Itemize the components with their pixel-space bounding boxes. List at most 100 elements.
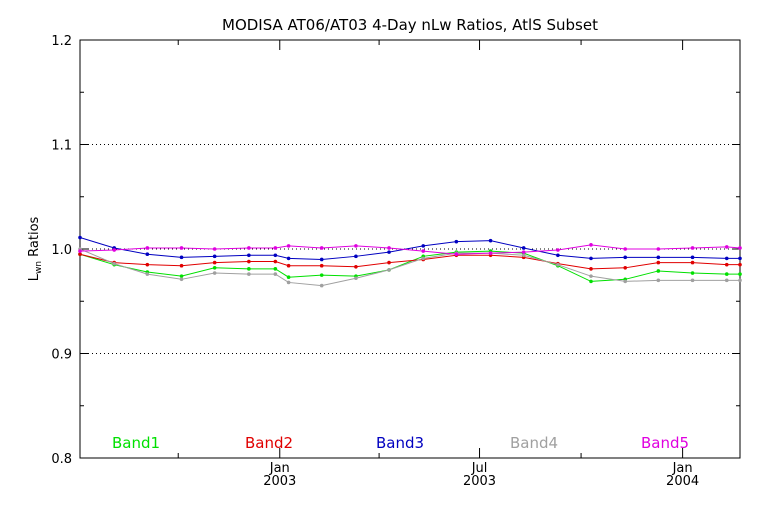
data-point-band1 (738, 272, 742, 276)
data-point-band4 (247, 272, 251, 276)
data-point-band3 (724, 256, 729, 261)
data-point-band3 (454, 239, 459, 244)
data-point-band5 (179, 246, 184, 250)
x-tick-label-month: Jan (269, 461, 290, 476)
data-point-band5 (738, 246, 742, 250)
y-tick-label: 0.9 (51, 348, 72, 363)
data-point-band5 (78, 249, 82, 253)
data-point-band3 (421, 244, 426, 248)
data-point-band5 (488, 251, 493, 255)
data-point-band3 (690, 255, 695, 260)
data-point-band3 (623, 255, 628, 260)
data-point-band1 (319, 273, 324, 277)
data-point-band4 (112, 261, 117, 266)
series-group (78, 235, 742, 288)
data-point-band1 (179, 274, 184, 278)
data-point-band4 (724, 278, 729, 283)
data-point-band5 (690, 246, 695, 250)
data-point-band4 (690, 278, 695, 283)
data-point-band4 (273, 272, 278, 276)
y-tick-label: 1.1 (51, 139, 72, 154)
y-axis-label-subscript: wn (34, 261, 44, 274)
data-point-band2 (724, 262, 729, 267)
data-point-band5 (724, 245, 729, 249)
data-point-band3 (286, 256, 291, 261)
x-tick-label-year: 2004 (666, 474, 699, 489)
data-point-band2 (623, 266, 628, 270)
data-point-band1 (273, 267, 278, 271)
data-point-band4 (319, 283, 324, 288)
data-point-band4 (738, 278, 742, 283)
data-point-band2 (78, 252, 82, 257)
data-point-band5 (387, 246, 391, 250)
data-point-band4 (387, 268, 391, 272)
data-point-band3 (319, 257, 324, 262)
y-axis-label-rest: Ratios (27, 216, 42, 261)
chart-title: MODISA AT06/AT03 4-Day nLw Ratios, AtlS … (222, 16, 598, 34)
data-point-band1 (247, 267, 251, 271)
legend-entry-band4: Band4 (510, 434, 558, 452)
series-line-band3 (79, 237, 740, 260)
data-point-band5 (656, 247, 661, 251)
x-tick-label-year: 2003 (263, 474, 296, 489)
data-point-band5 (319, 246, 324, 250)
legend: Band1 Band2 Band3 Band4 Band5 (112, 434, 689, 452)
legend-entry-band3: Band3 (376, 434, 424, 452)
data-point-band1 (286, 275, 291, 280)
x-tick-label-month: Jul (471, 461, 488, 476)
y-tick-label: 1.2 (51, 34, 72, 49)
x-tick-label-month: Jan (672, 461, 693, 476)
data-point-band1 (656, 269, 661, 273)
legend-entry-band5: Band5 (641, 434, 689, 452)
y-axis-label: Lwn Ratios (27, 216, 44, 281)
data-point-band5 (212, 247, 217, 251)
data-point-band5 (556, 248, 560, 252)
data-point-band4 (179, 277, 184, 282)
data-point-band4 (589, 274, 593, 278)
data-point-band4 (421, 256, 426, 261)
data-point-band5 (421, 249, 426, 253)
data-point-band1 (589, 279, 593, 284)
legend-entry-band1: Band1 (112, 434, 160, 452)
data-point-band2 (656, 260, 661, 265)
data-point-band2 (354, 264, 358, 269)
data-point-band5 (354, 244, 358, 248)
data-point-band3 (387, 250, 391, 254)
data-point-band1 (690, 271, 695, 275)
series-line-band5 (79, 244, 741, 255)
data-point-band4 (556, 262, 560, 267)
data-point-band3 (78, 235, 82, 240)
data-point-band5 (145, 246, 150, 250)
data-point-band3 (488, 238, 493, 243)
data-point-band3 (556, 253, 560, 258)
data-point-band4 (656, 278, 661, 283)
data-point-band4 (521, 253, 526, 258)
data-point-band3 (273, 253, 278, 258)
data-point-band3 (521, 246, 526, 250)
data-point-band5 (623, 247, 628, 251)
data-point-band3 (656, 255, 661, 260)
data-point-band1 (212, 266, 217, 270)
data-point-band5 (454, 252, 459, 257)
data-point-band4 (286, 280, 291, 285)
data-point-band5 (521, 250, 526, 254)
series-line-band1 (79, 250, 740, 282)
series-line-band2 (79, 253, 740, 270)
data-point-band2 (387, 260, 391, 265)
data-point-band3 (354, 254, 358, 259)
data-point-band3 (179, 255, 184, 260)
data-point-band2 (286, 263, 291, 268)
data-point-band3 (589, 256, 593, 261)
y-axis: 0.8 0.9 1.0 1.1 1.2 (51, 34, 740, 467)
data-point-band3 (738, 256, 742, 261)
legend-entry-band2: Band2 (245, 434, 293, 452)
data-point-band2 (179, 263, 184, 268)
data-point-band4 (212, 271, 217, 275)
y-tick-label: 0.8 (51, 452, 72, 467)
data-point-band5 (112, 248, 117, 252)
data-point-band2 (738, 262, 742, 267)
data-point-band5 (589, 243, 593, 247)
data-point-band2 (212, 260, 217, 265)
